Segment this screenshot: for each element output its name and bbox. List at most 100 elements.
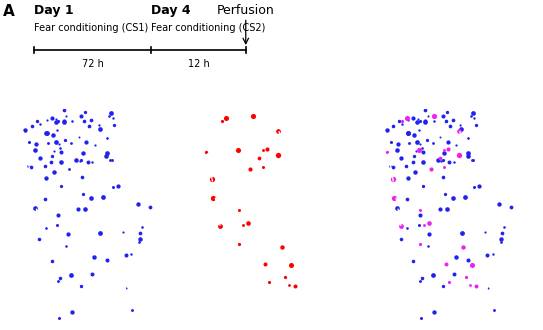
Point bbox=[409, 159, 418, 165]
Point bbox=[31, 148, 40, 153]
Point bbox=[88, 159, 97, 165]
Point bbox=[438, 157, 447, 162]
Point bbox=[273, 129, 282, 134]
Point bbox=[471, 122, 480, 127]
Point bbox=[42, 130, 51, 135]
Point bbox=[47, 115, 56, 120]
Point bbox=[87, 271, 96, 277]
Point bbox=[56, 184, 65, 189]
Point bbox=[471, 283, 480, 288]
Point bbox=[388, 165, 397, 170]
Point bbox=[96, 230, 104, 236]
Point bbox=[415, 279, 424, 284]
Point bbox=[507, 205, 516, 210]
Point bbox=[68, 118, 77, 124]
Point bbox=[404, 118, 413, 123]
Point bbox=[443, 110, 451, 115]
Point bbox=[102, 153, 111, 158]
Point bbox=[42, 131, 50, 136]
Point bbox=[54, 141, 63, 147]
Point bbox=[118, 229, 127, 235]
Point bbox=[414, 117, 422, 122]
Point bbox=[421, 119, 430, 125]
Point bbox=[402, 164, 411, 169]
Point bbox=[35, 155, 44, 160]
Point bbox=[443, 146, 452, 151]
Point bbox=[54, 279, 62, 284]
Point bbox=[281, 274, 289, 280]
Point bbox=[437, 158, 446, 164]
Point bbox=[418, 149, 427, 154]
Point bbox=[217, 119, 226, 124]
Point bbox=[65, 167, 73, 172]
Point bbox=[418, 184, 427, 189]
Point bbox=[277, 244, 286, 249]
Point bbox=[441, 119, 450, 124]
Point bbox=[416, 141, 425, 147]
Point bbox=[235, 241, 243, 247]
Point bbox=[424, 244, 432, 249]
Point bbox=[387, 139, 395, 145]
Point bbox=[79, 191, 87, 197]
Point bbox=[42, 118, 51, 123]
Point bbox=[403, 225, 412, 231]
Point bbox=[42, 176, 50, 181]
Point bbox=[409, 258, 418, 263]
Point bbox=[201, 149, 210, 154]
Point bbox=[43, 140, 52, 145]
Point bbox=[416, 315, 425, 320]
Point bbox=[207, 177, 216, 182]
Point bbox=[469, 110, 477, 115]
Point bbox=[462, 274, 470, 280]
Point bbox=[394, 142, 402, 147]
Point bbox=[24, 163, 33, 168]
Point bbox=[96, 127, 104, 132]
Point bbox=[435, 155, 444, 160]
Point bbox=[468, 262, 476, 267]
Point bbox=[439, 283, 447, 289]
Point bbox=[27, 123, 36, 129]
Point bbox=[255, 155, 263, 160]
Point bbox=[397, 121, 406, 126]
Point bbox=[415, 118, 424, 123]
Point bbox=[54, 118, 62, 123]
Point bbox=[449, 271, 458, 277]
Point bbox=[248, 114, 257, 119]
Point bbox=[110, 122, 118, 127]
Point bbox=[91, 142, 99, 147]
Point bbox=[55, 146, 64, 151]
Point bbox=[108, 157, 116, 162]
Point bbox=[81, 110, 90, 115]
Point bbox=[440, 150, 449, 156]
Point bbox=[135, 239, 143, 244]
Point bbox=[136, 231, 144, 236]
Point bbox=[446, 123, 455, 129]
Point bbox=[460, 194, 469, 200]
Point bbox=[246, 167, 255, 172]
Point bbox=[410, 132, 419, 138]
Point bbox=[56, 149, 65, 154]
Point bbox=[54, 213, 62, 218]
Point bbox=[440, 191, 449, 197]
Point bbox=[59, 119, 68, 125]
Point bbox=[451, 254, 460, 260]
Point bbox=[105, 113, 113, 118]
Point bbox=[47, 258, 56, 263]
Point bbox=[68, 310, 77, 315]
Point bbox=[285, 282, 294, 288]
Point bbox=[427, 167, 435, 172]
Point bbox=[412, 148, 420, 154]
Point bbox=[418, 275, 426, 280]
Point bbox=[449, 196, 457, 201]
Point bbox=[389, 123, 397, 129]
Point bbox=[457, 127, 466, 132]
Text: 12 h: 12 h bbox=[188, 59, 210, 69]
Point bbox=[442, 261, 451, 266]
Point bbox=[456, 123, 465, 128]
Point bbox=[261, 261, 270, 266]
Point bbox=[77, 114, 86, 119]
Point bbox=[222, 115, 231, 120]
Point bbox=[398, 119, 407, 124]
Point bbox=[81, 206, 90, 212]
Point bbox=[81, 139, 90, 144]
